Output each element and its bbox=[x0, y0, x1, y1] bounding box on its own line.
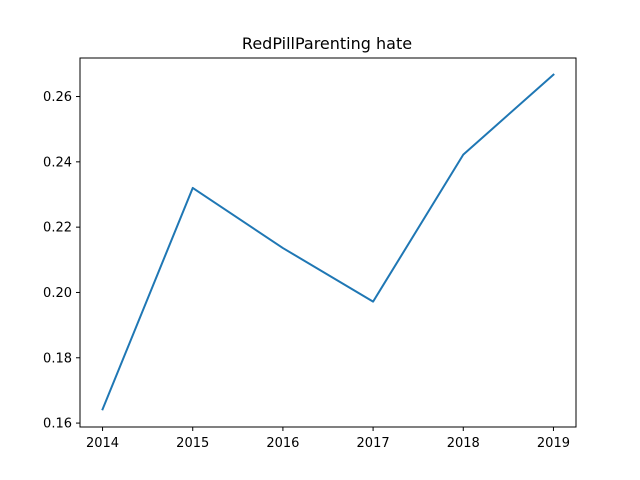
x-tick-label: 2014 bbox=[86, 436, 119, 451]
plot-area: 2014 2015 2016 2017 2018 2019 0.16 0.18 0.20 0.22… bbox=[43, 57, 577, 451]
x-tick-label: 2016 bbox=[266, 436, 299, 451]
y-tick-label: 0.20 bbox=[43, 286, 72, 301]
y-tick-label: 0.16 bbox=[43, 417, 72, 432]
y-tick-label: 0.22 bbox=[43, 221, 72, 236]
x-tick-label: 2019 bbox=[537, 436, 570, 451]
y-tick-label: 0.24 bbox=[43, 155, 72, 170]
chart-title: RedPillParenting hate bbox=[242, 34, 412, 53]
x-tick-label: 2015 bbox=[176, 436, 209, 451]
y-tick-label: 0.26 bbox=[43, 90, 72, 105]
axes-frame bbox=[79, 57, 577, 428]
x-tick-label: 2018 bbox=[447, 436, 480, 451]
y-tick-label: 0.18 bbox=[43, 351, 72, 366]
x-tick-label: 2017 bbox=[357, 436, 390, 451]
series-line bbox=[101, 73, 555, 411]
